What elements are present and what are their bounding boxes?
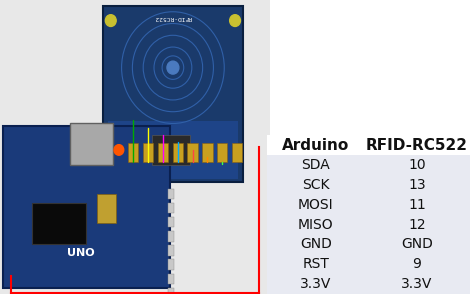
Bar xyxy=(232,143,242,162)
Text: SCK: SCK xyxy=(302,178,329,192)
Text: MOSI: MOSI xyxy=(298,198,334,212)
Text: 10: 10 xyxy=(408,158,426,172)
Bar xyxy=(152,135,190,165)
Text: UNO: UNO xyxy=(67,248,95,258)
Bar xyxy=(3,126,170,288)
Text: RST: RST xyxy=(302,257,329,271)
Bar xyxy=(267,215,470,235)
Text: GND: GND xyxy=(401,237,433,251)
Bar xyxy=(32,203,86,244)
Text: 3.3V: 3.3V xyxy=(401,277,433,291)
Bar xyxy=(167,217,174,228)
Text: 3.3V: 3.3V xyxy=(300,277,331,291)
Text: MISO: MISO xyxy=(298,218,334,232)
Bar xyxy=(187,143,198,162)
Bar xyxy=(70,123,113,165)
Text: 11: 11 xyxy=(408,198,426,212)
Circle shape xyxy=(229,15,240,26)
Text: Arduino: Arduino xyxy=(282,138,349,153)
Bar xyxy=(167,288,174,294)
Text: RFID-RC522: RFID-RC522 xyxy=(154,15,191,20)
Bar xyxy=(173,143,183,162)
Bar xyxy=(167,245,174,255)
Text: 12: 12 xyxy=(408,218,426,232)
Circle shape xyxy=(105,15,116,26)
Bar xyxy=(158,143,168,162)
Bar xyxy=(167,231,174,241)
Text: SDA: SDA xyxy=(301,158,330,172)
Bar xyxy=(167,189,174,199)
Bar xyxy=(267,155,470,175)
Bar xyxy=(143,143,153,162)
Bar xyxy=(267,254,470,274)
Bar xyxy=(217,143,228,162)
Bar xyxy=(128,143,138,162)
Bar xyxy=(267,274,470,294)
Bar xyxy=(267,175,470,195)
Text: GND: GND xyxy=(300,237,332,251)
Bar xyxy=(202,143,212,162)
Bar xyxy=(167,273,174,284)
Bar xyxy=(108,121,238,179)
Circle shape xyxy=(114,145,124,155)
Bar xyxy=(267,235,470,254)
Bar xyxy=(267,135,470,155)
Circle shape xyxy=(167,61,179,74)
Bar xyxy=(103,6,243,182)
Text: RFID-RC522: RFID-RC522 xyxy=(366,138,468,153)
Bar xyxy=(167,203,174,213)
Bar xyxy=(267,195,470,215)
Bar xyxy=(97,194,116,223)
Bar xyxy=(167,259,174,270)
Text: 9: 9 xyxy=(412,257,421,271)
Text: 13: 13 xyxy=(408,178,426,192)
